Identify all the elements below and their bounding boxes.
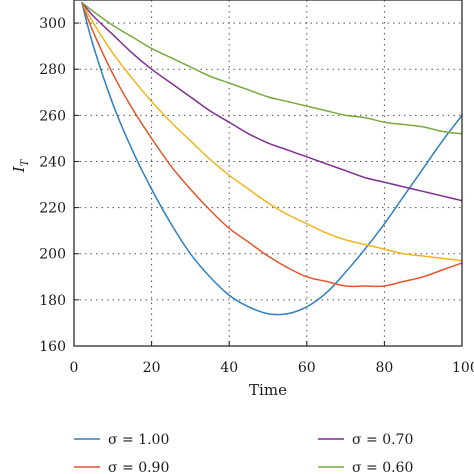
x-tick-label: 40 [220,360,238,376]
y-tick-label: 220 [39,201,66,217]
y-tick-label: 240 [39,154,66,170]
y-axis-title: IT [10,158,31,173]
x-tick-label: 80 [375,360,393,376]
y-tick-label: 180 [39,293,66,309]
series-line-3 [81,1,462,262]
legend-entry: σ = 0.70 [318,432,413,448]
legend-entry: σ = 1.00 [74,432,169,448]
y-tick-label: 160 [39,339,66,355]
y-tick-label: 280 [39,62,66,78]
y-tick-label: 300 [39,16,66,32]
x-tick-label: 60 [298,360,316,376]
x-axis-title: Time [249,381,287,399]
y-tick-label: 260 [39,108,66,124]
x-tick-label: 20 [143,360,161,376]
legend-label: σ = 0.60 [352,460,413,474]
legend-entry: σ = 0.60 [318,460,413,474]
grid [74,0,462,346]
legend-label: σ = 0.70 [352,432,413,448]
legend-entry: σ = 0.90 [74,460,169,474]
axis-ticks: 0 20 40 60 80 100 160 180 200 220 240 260 280 300 [39,16,474,376]
series-line-2 [81,2,462,288]
legend-label: σ = 0.90 [108,460,169,474]
y-tick-label: 200 [39,247,66,263]
series-lines [81,1,462,316]
y-axis-title-sub: T [20,158,31,166]
series-line-4 [81,1,462,202]
x-tick-label: 0 [70,360,79,376]
legend-label: σ = 1.00 [108,432,169,448]
series-line-1 [81,2,462,316]
x-tick-label: 100 [452,360,474,376]
series-line-5 [81,1,462,135]
y-axis-title-main: I [10,165,28,173]
plot-frame [73,0,463,347]
svg-text:IT: IT [10,158,31,173]
legend: σ = 1.00 σ = 0.90 σ = 0.70 σ = 0.60 [74,432,413,474]
